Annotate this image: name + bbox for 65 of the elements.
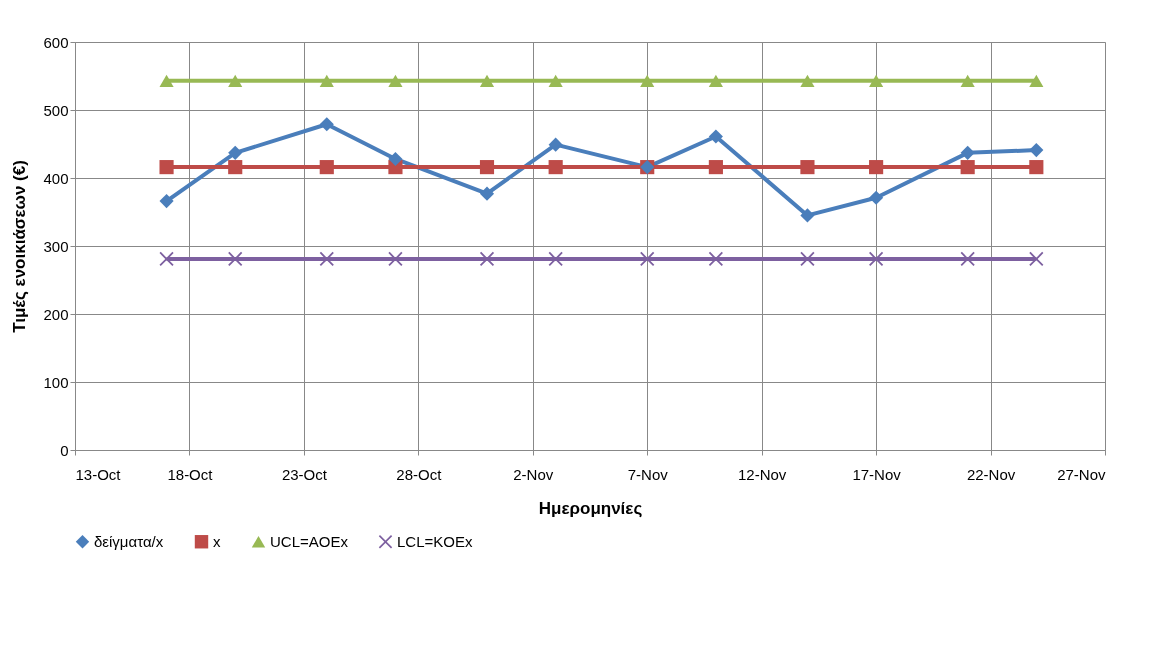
x-tick-label: 2-Nov (513, 465, 554, 483)
point (960, 74, 975, 87)
x-tick-label: 18-Oct (167, 465, 214, 483)
x-tick-label: 12-Nov (737, 465, 787, 483)
point (1029, 74, 1044, 87)
point (1029, 160, 1044, 175)
point (159, 74, 174, 87)
point (388, 151, 403, 167)
point (479, 186, 495, 201)
point (388, 74, 403, 87)
x-tick-label: 23-Oct (281, 465, 328, 483)
point (708, 251, 723, 266)
legend-label: LCL=KOEx (397, 532, 473, 550)
point (869, 74, 884, 87)
point (960, 160, 975, 175)
point (159, 160, 174, 175)
point (159, 194, 174, 209)
point (319, 160, 334, 175)
y-tick-label: 400 (43, 169, 69, 187)
point (800, 74, 815, 87)
point (640, 74, 655, 87)
point (479, 160, 495, 175)
point (548, 251, 563, 266)
point (479, 74, 495, 87)
point (869, 190, 884, 205)
x-tick-label: 17-Nov (852, 465, 902, 483)
point (708, 74, 723, 87)
point (800, 160, 815, 175)
point (319, 117, 334, 132)
x-axis-title: Ημερομηνίες (538, 498, 643, 518)
point (228, 145, 243, 160)
point (548, 137, 563, 152)
point (960, 251, 975, 266)
point (479, 251, 495, 266)
y-tick-label: 0 (60, 441, 69, 459)
point (548, 74, 563, 87)
legend-label: δείγματα/x (94, 532, 164, 550)
point (548, 160, 563, 175)
point (319, 74, 334, 87)
point (228, 160, 243, 175)
point (319, 251, 334, 266)
point (800, 208, 815, 223)
y-tick-label: 500 (43, 101, 69, 119)
point (708, 129, 723, 144)
legend-label: x (213, 532, 221, 550)
legend-label: UCL=AOEx (270, 532, 349, 550)
x-tick-label: 22-Nov (966, 465, 1016, 483)
point (960, 145, 975, 160)
y-tick-label: 600 (43, 33, 69, 51)
point (228, 74, 243, 87)
point (869, 160, 884, 175)
point (228, 251, 243, 266)
x-tick-label: 7-Nov (627, 465, 669, 483)
point (640, 251, 655, 266)
y-tick-label: 100 (43, 373, 69, 391)
y-axis-title: Τιμές ενοικιάσεων (€) (10, 160, 30, 333)
y-tick-label: 200 (43, 305, 69, 323)
point (1029, 143, 1044, 158)
x-tick-label: 27-Nov (1057, 465, 1106, 483)
point (708, 160, 723, 175)
point (869, 251, 884, 266)
x-tick-label: 13-Oct (75, 465, 122, 483)
x-tick-label: 28-Oct (396, 465, 443, 483)
point (1029, 251, 1044, 266)
y-tick-label: 300 (43, 237, 69, 255)
